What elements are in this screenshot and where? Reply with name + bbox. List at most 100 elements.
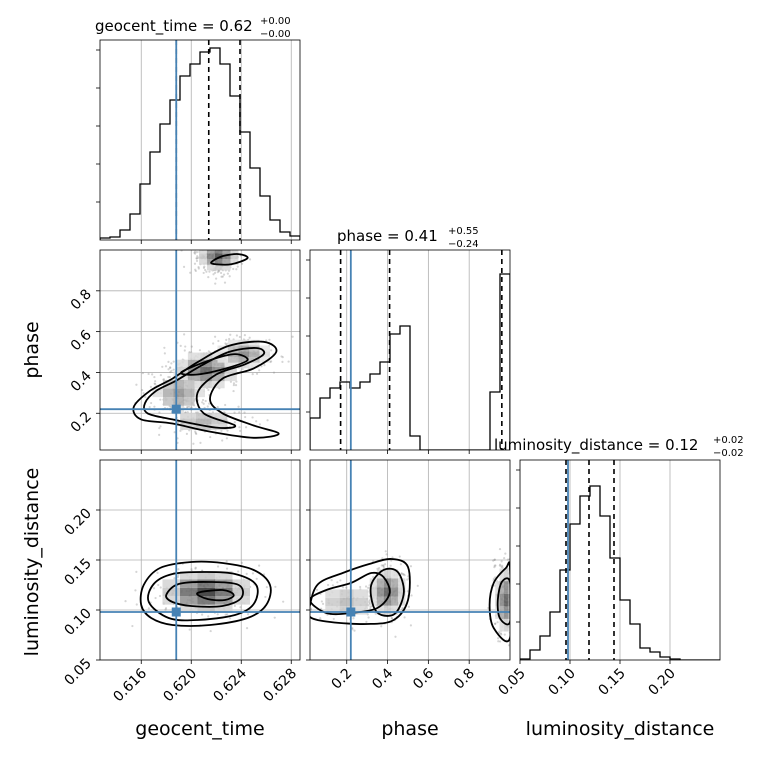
- scatter-point: [251, 572, 255, 575]
- scatter-point: [183, 333, 186, 336]
- scatter-point: [310, 607, 313, 610]
- scatter-point: [510, 592, 512, 594]
- scatter-point: [330, 579, 333, 582]
- contour-line: [210, 253, 249, 266]
- scatter-point: [409, 565, 413, 568]
- scatter-point: [239, 429, 242, 432]
- scatter-point: [219, 236, 221, 238]
- scatter-point: [229, 333, 232, 336]
- scatter-point: [207, 615, 210, 618]
- scatter-point: [238, 335, 241, 339]
- x-tick-label: 0.20: [645, 666, 678, 699]
- scatter-point: [230, 241, 232, 243]
- scatter-point: [217, 339, 220, 343]
- density-cell: [259, 356, 270, 363]
- density-cell: [325, 597, 340, 607]
- scatter-point: [500, 565, 503, 568]
- scatter-point: [189, 271, 192, 274]
- scatter-point: [274, 585, 277, 588]
- scatter-point: [157, 583, 160, 587]
- density-cell: [212, 359, 225, 367]
- panel-hist-geocent_time: [96, 39, 301, 244]
- scatter-point: [232, 389, 235, 393]
- density-cell: [376, 605, 384, 615]
- density-cell: [391, 587, 399, 597]
- y-tick-label: 0.10: [61, 606, 94, 639]
- scatter-point: [380, 564, 383, 567]
- scatter-point: [169, 406, 172, 409]
- density-cell: [194, 388, 205, 398]
- scatter-point: [154, 380, 157, 383]
- scatter-point: [380, 625, 383, 628]
- truth-marker: [171, 404, 181, 414]
- panels-layer: 0.05 0.10 0.15 0.200.20.40.60.80.616 0.620 0.…: [61, 39, 721, 706]
- scatter-point: [144, 395, 147, 399]
- density-cell: [215, 579, 233, 588]
- density-cell: [173, 371, 184, 380]
- plot-area-hist-luminosity_distance: [520, 460, 720, 660]
- scatter-point: [512, 620, 514, 622]
- scatter-point: [220, 246, 222, 248]
- scatter-point: [194, 268, 197, 271]
- scatter-point: [270, 349, 273, 352]
- density-cell: [503, 593, 509, 607]
- density-cell: [228, 356, 239, 363]
- scatter-point: [209, 246, 211, 248]
- scatter-point: [514, 618, 516, 620]
- scatter-point: [382, 566, 385, 569]
- scatter-point: [511, 616, 513, 618]
- density-cell: [197, 571, 215, 580]
- scatter-point: [220, 275, 223, 278]
- scatter-point: [245, 572, 248, 575]
- scatter-point: [230, 246, 232, 248]
- scatter-point: [199, 441, 202, 445]
- scatter-point: [516, 603, 518, 605]
- scatter-point: [221, 242, 223, 244]
- scatter-point: [151, 373, 154, 376]
- scatter-point: [213, 271, 217, 274]
- scatter-point: [164, 608, 167, 611]
- y-tick-label: 0.6: [68, 327, 95, 354]
- scatter-point: [499, 632, 503, 635]
- scatter-point: [315, 588, 319, 591]
- scatter-point: [196, 255, 199, 258]
- scatter-point: [219, 271, 223, 275]
- x-tick-label: 0.628: [260, 666, 300, 706]
- density-cell: [391, 596, 399, 606]
- scatter-point: [142, 392, 145, 395]
- scatter-point: [167, 368, 170, 371]
- density-cell: [173, 397, 184, 406]
- scatter-point: [268, 338, 271, 341]
- density-cell: [212, 373, 225, 382]
- plot-area-phase_vs_geocent_time: [100, 234, 300, 450]
- scatter-point: [353, 629, 356, 632]
- density-cell: [215, 604, 233, 613]
- scatter-point: [493, 564, 496, 567]
- scatter-point: [270, 360, 273, 363]
- scatter-point: [159, 374, 162, 377]
- density-cell: [197, 604, 215, 613]
- scatter-point: [147, 372, 150, 376]
- density-cell: [199, 253, 207, 259]
- scatter-point: [190, 406, 193, 409]
- density-cell: [369, 578, 377, 588]
- scatter-point: [158, 427, 161, 430]
- scatter-point: [195, 251, 199, 254]
- scatter-point: [226, 234, 228, 236]
- density-cell: [214, 250, 223, 254]
- scatter-point: [190, 345, 193, 348]
- density-cell: [224, 373, 237, 382]
- scatter-point: [515, 604, 517, 606]
- density-cell: [508, 593, 510, 607]
- scatter-point: [512, 605, 514, 607]
- scatter-point: [511, 581, 513, 583]
- hist-step-geocent_time: [100, 47, 300, 240]
- scatter-point: [400, 572, 403, 575]
- scatter-point: [493, 566, 496, 569]
- scatter-point: [217, 240, 219, 242]
- scatter-point: [198, 240, 200, 242]
- scatter-point: [197, 256, 200, 259]
- density-cell: [376, 596, 384, 606]
- scatter-point: [201, 241, 203, 243]
- ylabel-phase: phase: [21, 321, 43, 378]
